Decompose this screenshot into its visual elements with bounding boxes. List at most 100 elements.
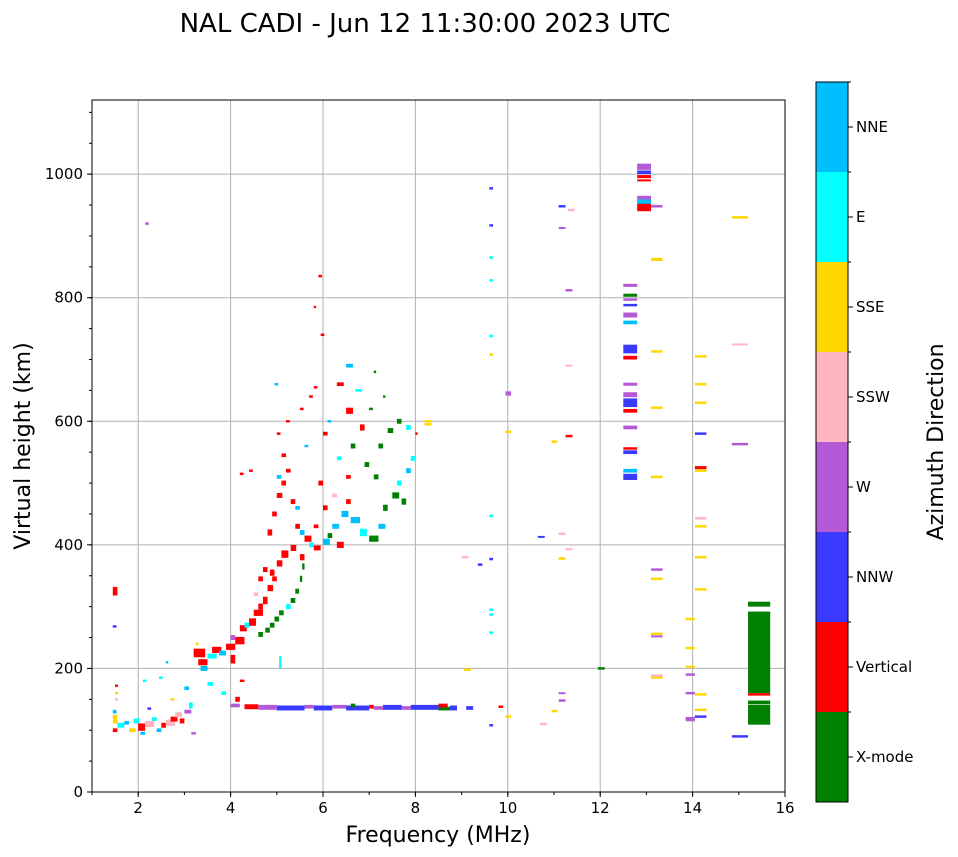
echo-mark-sse xyxy=(170,698,175,701)
echo-mark-vertical xyxy=(694,466,707,470)
echo-mark-w xyxy=(373,706,384,710)
echo-mark-nne xyxy=(112,709,117,714)
echo-mark-nnw xyxy=(489,224,494,227)
echo-mark-sse xyxy=(694,693,707,696)
echo-mark-nne xyxy=(124,720,129,725)
echo-mark-x-mode xyxy=(258,631,263,637)
echo-mark-sse xyxy=(651,406,663,409)
echo-mark-vertical xyxy=(112,728,118,733)
echo-mark-e xyxy=(489,256,494,259)
echo-mark-vertical xyxy=(239,625,247,632)
echo-mark-vertical xyxy=(438,703,448,708)
echo-mark-vertical xyxy=(272,576,277,582)
echo-mark-sse xyxy=(651,350,663,353)
echo-mark-sse xyxy=(694,588,707,591)
echo-mark-e xyxy=(309,542,314,548)
echo-mark-nne xyxy=(156,728,162,733)
echo-mark-e xyxy=(489,608,494,611)
echo-mark-vertical xyxy=(262,596,268,605)
echo-mark-x-mode xyxy=(373,474,379,480)
colorbar-label-ssw: SSW xyxy=(856,388,890,406)
echo-mark-ssw xyxy=(694,517,707,520)
echo-mark-vertical xyxy=(346,475,351,479)
echo-mark-e xyxy=(489,334,494,338)
colorbar-segment xyxy=(816,352,848,442)
echo-mark-nne xyxy=(623,468,638,473)
echo-mark-vertical xyxy=(286,420,290,423)
echo-mark-w xyxy=(623,312,638,318)
echo-mark-w xyxy=(258,704,277,710)
echo-mark-vertical xyxy=(637,175,652,179)
x-tick-label: 12 xyxy=(591,799,610,817)
echo-mark-ssw xyxy=(565,364,573,367)
echo-mark-w xyxy=(332,704,347,709)
echo-mark-vertical xyxy=(262,567,268,573)
echo-mark-nne xyxy=(304,444,309,448)
echo-mark-sse xyxy=(489,353,494,356)
echo-mark-w xyxy=(685,673,695,676)
echo-mark-nne xyxy=(274,382,279,386)
colorbar-segment xyxy=(816,82,848,172)
echo-mark-x-mode xyxy=(378,443,384,449)
echo-mark-vertical xyxy=(239,472,244,476)
echo-mark-w xyxy=(505,391,512,396)
echo-mark-x-mode xyxy=(748,601,771,607)
echo-mark-nnw xyxy=(489,724,494,727)
echo-mark-vertical xyxy=(290,544,297,552)
echo-mark-nnw xyxy=(346,705,370,711)
echo-mark-w xyxy=(558,692,566,695)
echo-mark-w xyxy=(191,732,196,735)
echo-mark-vertical xyxy=(170,716,178,722)
colorbar-segment xyxy=(816,172,848,262)
echo-mark-nnw xyxy=(623,473,638,480)
echo-mark-sse xyxy=(115,691,118,695)
echo-mark-w xyxy=(230,703,240,708)
echo-mark-x-mode xyxy=(392,492,400,499)
echo-mark-vertical xyxy=(276,560,283,567)
echo-mark-e xyxy=(489,279,494,282)
echo-mark-sse xyxy=(694,355,707,358)
echo-mark-sse xyxy=(651,257,663,261)
echo-mark-sse xyxy=(694,555,707,559)
echo-mark-sse xyxy=(128,728,136,733)
echo-mark-e xyxy=(279,656,282,669)
echo-mark-w xyxy=(401,706,411,710)
echo-mark-e xyxy=(142,679,147,683)
echo-mark-nne xyxy=(623,320,638,325)
echo-mark-vertical xyxy=(309,395,313,398)
echo-mark-nne xyxy=(276,475,282,479)
echo-mark-vertical xyxy=(225,643,236,650)
echo-mark-x-mode xyxy=(438,706,451,711)
echo-mark-vertical xyxy=(179,718,185,724)
y-tick-label: 600 xyxy=(54,412,83,430)
colorbar-label-e: E xyxy=(856,208,865,226)
y-tick-label: 800 xyxy=(54,289,83,307)
echo-mark-nne xyxy=(327,420,332,423)
echo-mark-vertical xyxy=(267,529,273,536)
echo-mark-vertical xyxy=(235,696,240,702)
echo-mark-nnw xyxy=(637,170,652,175)
echo-mark-x-mode xyxy=(299,575,303,582)
echo-mark-x-mode xyxy=(302,563,305,570)
echo-mark-nnw xyxy=(147,707,152,710)
echo-mark-sse xyxy=(694,382,707,386)
echo-mark-w xyxy=(304,704,314,709)
echo-mark-nnw xyxy=(537,535,545,538)
echo-mark-x-mode xyxy=(748,611,771,694)
echo-mark-vertical xyxy=(346,407,354,414)
echo-mark-sse xyxy=(685,646,695,650)
echo-mark-w xyxy=(637,163,652,170)
echo-mark-nne xyxy=(341,510,349,518)
echo-mark-w xyxy=(623,425,638,430)
echo-mark-x-mode xyxy=(269,622,275,628)
colorbar-label-sse: SSE xyxy=(856,298,885,316)
echo-mark-vertical xyxy=(198,659,208,666)
echo-mark-sse xyxy=(651,676,663,679)
x-tick-label: 16 xyxy=(775,799,794,817)
echo-mark-nnw xyxy=(466,706,474,710)
echo-mark-x-mode xyxy=(597,667,605,670)
x-tick-label: 4 xyxy=(226,799,236,817)
echo-mark-vertical xyxy=(193,648,206,658)
echo-mark-vertical xyxy=(323,431,328,436)
